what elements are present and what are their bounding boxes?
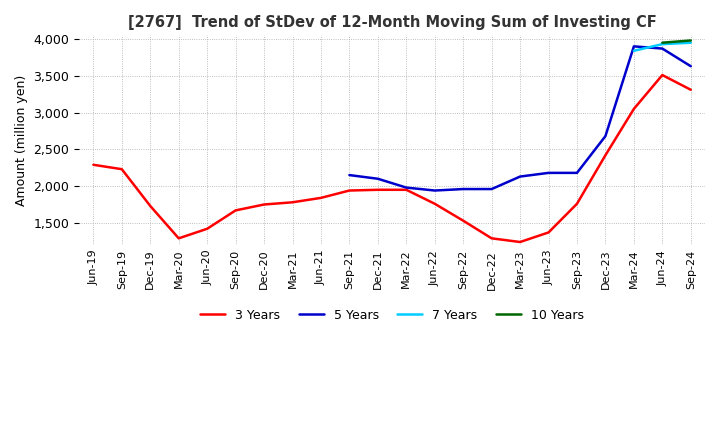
5 Years (544, 170, 553, 176)
10 Years (658, 40, 667, 45)
7 Years (658, 41, 667, 47)
3 Years (516, 239, 524, 245)
3 Years (572, 201, 581, 206)
5 Years (374, 176, 382, 181)
Legend: 3 Years, 5 Years, 7 Years, 10 Years: 3 Years, 5 Years, 7 Years, 10 Years (195, 304, 590, 327)
10 Years (686, 38, 695, 43)
5 Years (431, 188, 439, 193)
3 Years (402, 187, 410, 192)
3 Years (174, 236, 183, 241)
3 Years (117, 167, 126, 172)
3 Years (431, 201, 439, 206)
Y-axis label: Amount (million yen): Amount (million yen) (15, 74, 28, 206)
Line: 3 Years: 3 Years (94, 75, 690, 242)
3 Years (89, 162, 98, 168)
3 Years (345, 188, 354, 193)
3 Years (203, 226, 212, 231)
Line: 10 Years: 10 Years (662, 40, 690, 43)
5 Years (402, 185, 410, 190)
5 Years (345, 172, 354, 178)
5 Years (658, 46, 667, 51)
5 Years (487, 187, 496, 192)
5 Years (686, 64, 695, 69)
3 Years (231, 208, 240, 213)
Line: 7 Years: 7 Years (634, 43, 690, 51)
3 Years (288, 200, 297, 205)
7 Years (629, 48, 638, 53)
5 Years (516, 174, 524, 179)
3 Years (260, 202, 269, 207)
3 Years (658, 73, 667, 78)
3 Years (629, 106, 638, 111)
Line: 5 Years: 5 Years (349, 46, 690, 191)
3 Years (544, 230, 553, 235)
5 Years (572, 170, 581, 176)
3 Years (374, 187, 382, 192)
3 Years (487, 236, 496, 241)
Title: [2767]  Trend of StDev of 12-Month Moving Sum of Investing CF: [2767] Trend of StDev of 12-Month Moving… (127, 15, 657, 30)
5 Years (601, 133, 610, 139)
5 Years (629, 44, 638, 49)
3 Years (459, 218, 467, 224)
5 Years (459, 187, 467, 192)
3 Years (317, 195, 325, 201)
7 Years (686, 40, 695, 45)
3 Years (146, 203, 155, 209)
3 Years (601, 153, 610, 158)
3 Years (686, 87, 695, 92)
